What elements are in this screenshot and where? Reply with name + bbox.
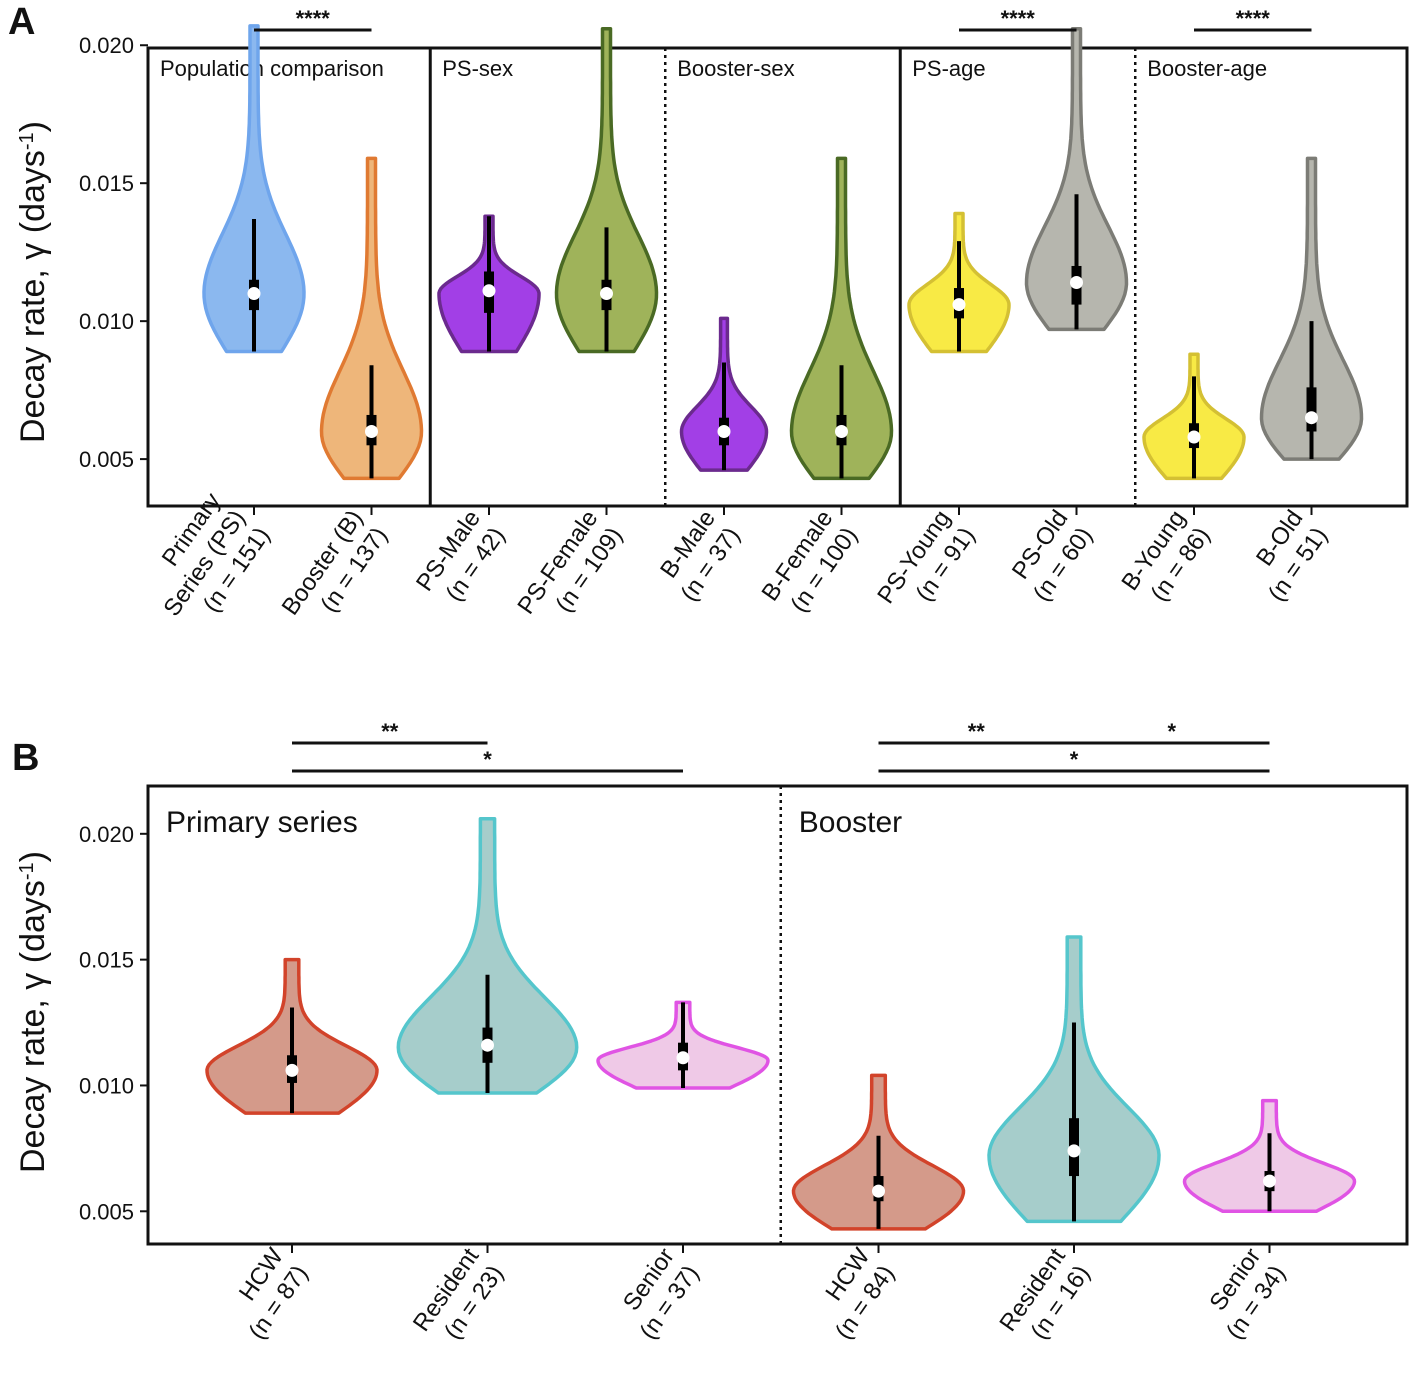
violin-body (1024, 26, 1129, 332)
category-label: HCW(n = 84) (820, 1243, 900, 1344)
y-tick-label: 0.015 (79, 948, 134, 973)
panel-a: A Decay rate, γ (days-1) 0.005 0.010 0.015… (8, 1, 1409, 621)
violin-body (202, 24, 306, 354)
category-label: B-Female(n = 100) (757, 505, 863, 617)
violin-median-dot (285, 1063, 299, 1077)
category-label: PS-Female(n = 109) (512, 505, 628, 619)
group-label: Booster-sex (677, 56, 794, 81)
group-label: PS-sex (442, 56, 513, 81)
violin-iqr-box (1306, 387, 1317, 432)
significance-label: * (1070, 747, 1079, 772)
violin-median-dot (365, 425, 378, 439)
y-tick-label: 0.010 (79, 309, 134, 334)
category-label: Senior(n = 34) (1204, 1243, 1290, 1344)
violin-median-dot (1067, 1144, 1081, 1158)
violin-median-dot (1187, 430, 1201, 444)
plot-frame (146, 46, 1409, 508)
violin-body (789, 156, 894, 481)
panel-b: B Decay rate, γ (days-1) 0.005 0.010 0.015… (12, 719, 1409, 1344)
panel-b-plot: 0.005 0.010 0.015 0.020 Primary series Booste… (79, 719, 1409, 1344)
category-label: PS-Male(n = 42) (411, 505, 510, 606)
category-label: B-Male(n = 37) (655, 505, 745, 606)
group-label: Booster (799, 806, 902, 839)
category-label: Resident(n = 23) (408, 1243, 509, 1344)
y-tick-label: 0.015 (79, 171, 134, 196)
group-label: PS-age (912, 56, 985, 81)
group-label: Booster-age (1147, 56, 1267, 81)
violin-median-dot (872, 1184, 885, 1198)
category-label: Senior(n = 37) (618, 1243, 704, 1344)
violin-median-dot (481, 1038, 494, 1052)
panel-a-ylabel: Decay rate, γ (days-1) (14, 121, 52, 443)
category-label: PS-Young(n = 91) (872, 505, 980, 608)
y-tick-label: 0.010 (79, 1073, 134, 1098)
violin-body (1259, 156, 1364, 461)
panel-b-ylabel: Decay rate, γ (days-1) (14, 851, 52, 1173)
violin-median-dot (1070, 276, 1083, 290)
significance-label: * (483, 747, 492, 772)
category-label: Booster (B)(n = 137) (277, 505, 393, 620)
panel-a-plot: 0.005 0.010 0.015 0.020 Population compariso… (79, 6, 1409, 621)
category-label: PS-Old(n = 60) (1007, 505, 1098, 606)
violin-body (319, 156, 424, 481)
y-tick-label: 0.020 (79, 33, 134, 58)
significance-label: ** (968, 719, 986, 744)
violin-median-dot (952, 298, 966, 312)
violin-median-dot (247, 287, 261, 301)
significance-label: **** (1236, 6, 1271, 31)
violin-median-dot (835, 425, 848, 439)
violin-median-dot (717, 425, 731, 439)
category-label: HCW(n = 87) (234, 1243, 314, 1344)
violin-median-dot (482, 284, 496, 298)
significance-label: **** (296, 6, 331, 31)
y-tick-label: 0.005 (79, 447, 134, 472)
group-label: Population comparison (160, 56, 384, 81)
y-tick-label: 0.005 (79, 1199, 134, 1224)
violin-body (554, 26, 659, 354)
violin-median-dot (1305, 411, 1318, 425)
plot-frame (146, 784, 1409, 1246)
category-label: Resident(n = 16) (994, 1243, 1095, 1344)
significance-label: ** (381, 719, 399, 744)
category-label: B-Young(n = 86) (1116, 505, 1215, 606)
panel-a-letter: A (8, 1, 35, 43)
category-label: B-Old(n = 51) (1251, 505, 1333, 606)
significance-label: * (1167, 719, 1176, 744)
violin-median-dot (676, 1051, 690, 1065)
group-label: Primary series (166, 806, 358, 839)
y-tick-label: 0.020 (79, 822, 134, 847)
violin-median-dot (1263, 1174, 1276, 1188)
significance-label: **** (1001, 6, 1036, 31)
violin-body (396, 816, 579, 1095)
panel-b-letter: B (12, 737, 39, 779)
violin-median-dot (600, 287, 613, 301)
